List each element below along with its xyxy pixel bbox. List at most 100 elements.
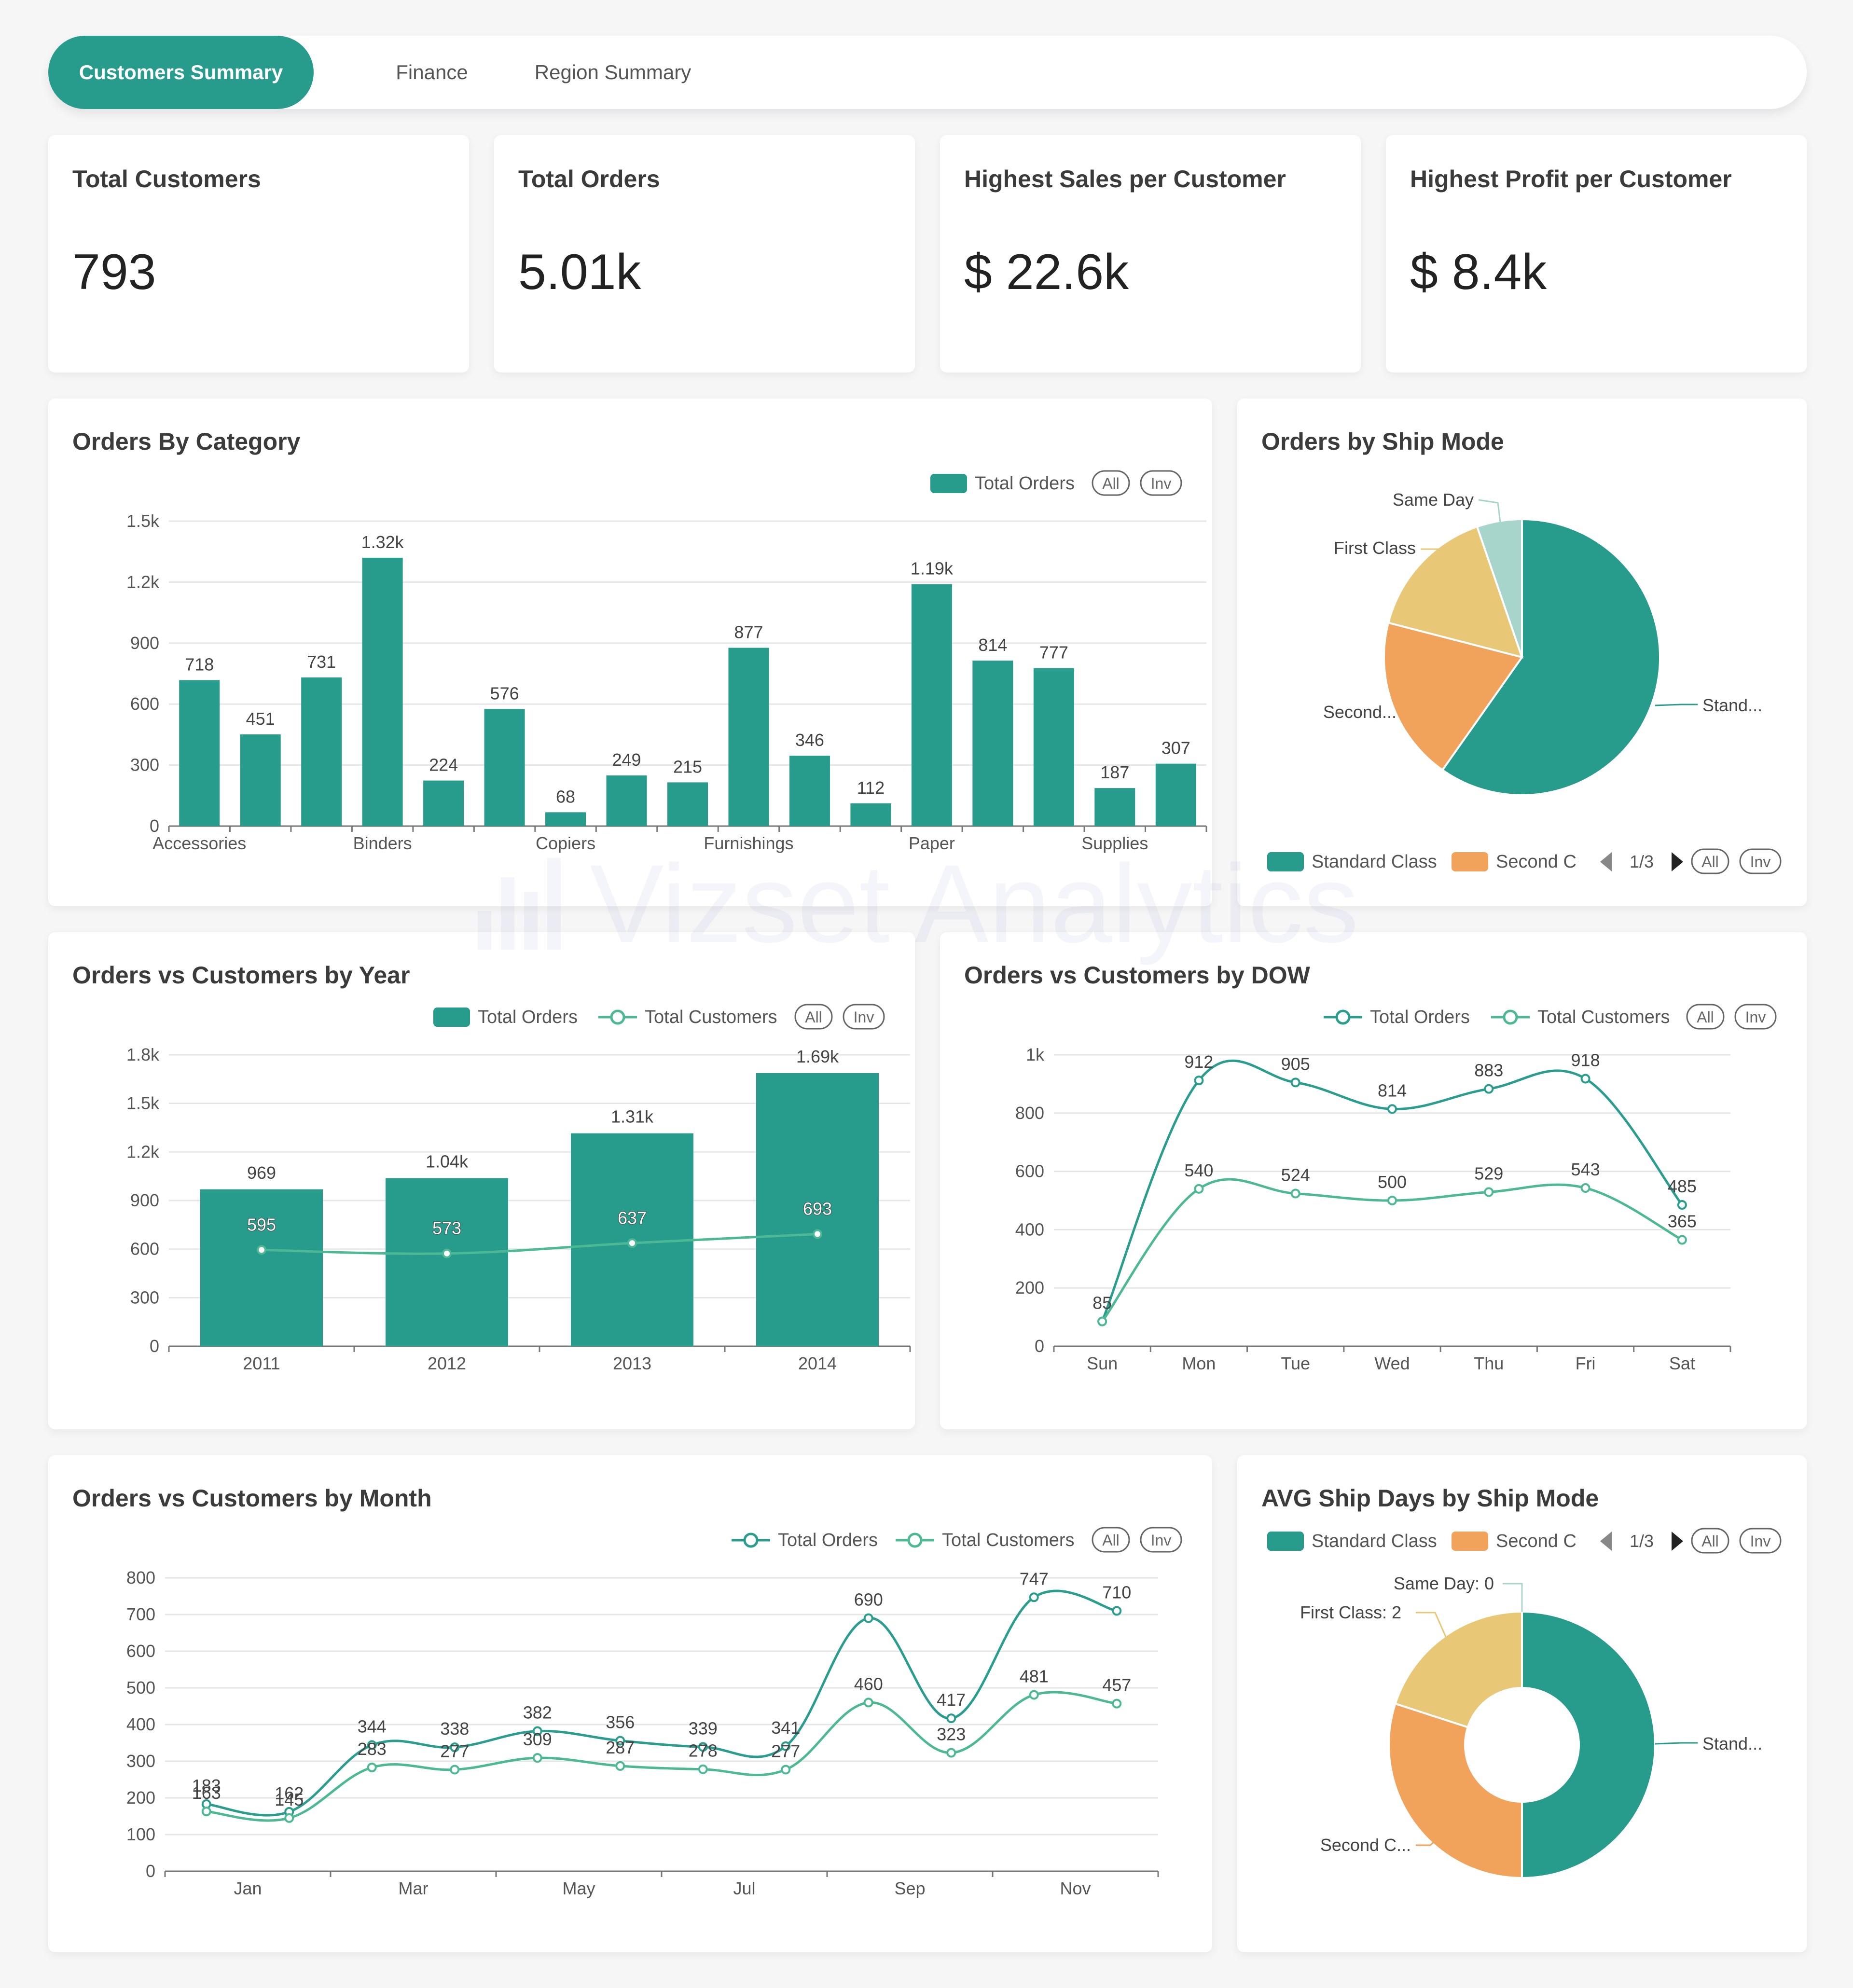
tab-region-summary[interactable]: Region Summary	[534, 61, 691, 83]
line-point[interactable]	[813, 1229, 822, 1239]
legend-all-button[interactable]	[1092, 1527, 1130, 1553]
legend-inv-button[interactable]	[843, 1004, 885, 1030]
line-point[interactable]	[1677, 1235, 1687, 1245]
line-point[interactable]	[532, 1726, 542, 1736]
line-point[interactable]	[1484, 1084, 1494, 1094]
bar[interactable]	[362, 557, 403, 826]
line-point[interactable]	[1112, 1698, 1122, 1709]
line-point[interactable]	[1112, 1606, 1122, 1616]
pie-slice[interactable]	[1441, 518, 1661, 796]
line-point[interactable]	[532, 1753, 542, 1763]
bar[interactable]	[606, 775, 647, 826]
legend-all-button[interactable]	[1691, 848, 1729, 874]
donut-slice[interactable]	[1394, 1610, 1523, 1729]
bar[interactable]	[386, 1178, 508, 1346]
line-point[interactable]	[201, 1807, 211, 1817]
data-label: 163	[192, 1783, 221, 1803]
y-tick-label: 300	[130, 1287, 159, 1307]
legend-all-button[interactable]	[1092, 470, 1130, 496]
line-point[interactable]	[781, 1741, 791, 1751]
line-point[interactable]	[284, 1813, 294, 1823]
line-point[interactable]	[1387, 1104, 1397, 1114]
donut-slice[interactable]	[1388, 1702, 1523, 1879]
legend-label[interactable]: Total Orders	[778, 1530, 878, 1550]
line-point[interactable]	[615, 1761, 625, 1771]
bar[interactable]	[756, 1073, 879, 1346]
line-point[interactable]	[257, 1245, 266, 1255]
line-point[interactable]	[627, 1238, 637, 1248]
line-point[interactable]	[698, 1764, 708, 1774]
line-point[interactable]	[615, 1736, 625, 1746]
bar[interactable]	[200, 1189, 323, 1346]
legend-label[interactable]: Total Orders	[975, 473, 1075, 494]
legend-prev-icon[interactable]	[1600, 852, 1612, 871]
bar[interactable]	[1094, 788, 1135, 826]
tab-customers-summary[interactable]: Customers Summary	[48, 36, 314, 109]
line-point[interactable]	[946, 1748, 956, 1758]
legend-label[interactable]: Total Customers	[645, 1007, 777, 1027]
pie-slice[interactable]	[1476, 518, 1523, 658]
legend-label[interactable]: Total Orders	[478, 1007, 578, 1027]
line-point[interactable]	[1097, 1316, 1107, 1326]
legend-label[interactable]: Standard Class	[1312, 1531, 1437, 1551]
legend-inv-button[interactable]	[1140, 1527, 1182, 1553]
legend-label[interactable]: Second C	[1496, 1531, 1576, 1551]
legend-inv-button[interactable]	[1140, 470, 1182, 496]
legend-prev-icon[interactable]	[1600, 1532, 1612, 1551]
line-point[interactable]	[1029, 1592, 1039, 1602]
line-point[interactable]	[1029, 1690, 1039, 1700]
bar[interactable]	[179, 680, 220, 826]
pie-slice[interactable]	[1387, 525, 1524, 659]
pie-slice[interactable]	[1383, 621, 1524, 772]
line-point[interactable]	[863, 1613, 873, 1623]
legend-all-button[interactable]	[1686, 1004, 1725, 1030]
bar[interactable]	[484, 709, 525, 826]
line-point[interactable]	[442, 1248, 452, 1258]
legend-label[interactable]: Standard Class	[1312, 852, 1437, 872]
bar[interactable]	[911, 584, 952, 826]
legend-all-button[interactable]	[794, 1004, 833, 1030]
bar[interactable]	[423, 780, 464, 826]
line-point[interactable]	[367, 1762, 377, 1772]
line-point[interactable]	[1194, 1184, 1204, 1194]
line-point[interactable]	[1290, 1188, 1300, 1199]
bar[interactable]	[1033, 668, 1074, 826]
line-point[interactable]	[450, 1742, 460, 1753]
line-point[interactable]	[698, 1742, 708, 1752]
bar[interactable]	[545, 812, 586, 826]
legend-next-icon[interactable]	[1672, 1532, 1683, 1551]
legend-label[interactable]: Total Customers	[942, 1530, 1075, 1550]
bar[interactable]	[789, 756, 830, 826]
line-point[interactable]	[1580, 1074, 1590, 1084]
line-point[interactable]	[1580, 1183, 1590, 1193]
line-point[interactable]	[1484, 1187, 1494, 1197]
bar[interactable]	[667, 782, 708, 826]
tab-finance[interactable]: Finance	[396, 61, 468, 83]
line-point[interactable]	[1194, 1076, 1204, 1086]
legend-label[interactable]: Total Customers	[1537, 1007, 1670, 1027]
line-point[interactable]	[946, 1713, 956, 1724]
legend-next-icon[interactable]	[1672, 852, 1683, 871]
line-point[interactable]	[450, 1765, 460, 1775]
legend-all-button[interactable]	[1691, 1528, 1729, 1554]
bar[interactable]	[972, 661, 1013, 826]
line-point[interactable]	[781, 1765, 791, 1775]
orders-by-ship-mode-chart: Stand... Second... First Class Same Day Stan…	[1267, 490, 1782, 874]
bar[interactable]	[240, 734, 281, 826]
line-point[interactable]	[1677, 1200, 1687, 1210]
bar[interactable]	[728, 648, 769, 826]
bar[interactable]	[301, 677, 342, 826]
legend-label[interactable]: Total Orders	[1370, 1007, 1470, 1027]
legend-inv-button[interactable]	[1739, 1528, 1782, 1554]
legend-label[interactable]: Second C	[1496, 852, 1576, 872]
legend-inv-button[interactable]	[1739, 848, 1782, 874]
donut-slice[interactable]	[1521, 1610, 1656, 1879]
bar[interactable]	[850, 803, 891, 826]
line-point[interactable]	[863, 1698, 873, 1708]
data-label: 85	[1092, 1293, 1112, 1313]
line-point[interactable]	[1290, 1077, 1300, 1088]
bar[interactable]	[1155, 763, 1196, 826]
legend-inv-button[interactable]	[1734, 1004, 1777, 1030]
line-point[interactable]	[367, 1740, 377, 1750]
line-point[interactable]	[1387, 1196, 1397, 1205]
